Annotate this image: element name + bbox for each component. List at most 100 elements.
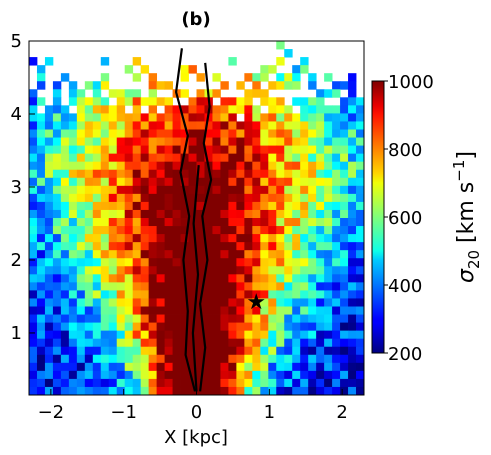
heatmap-cell [132,362,142,372]
heatmap-cell [348,177,357,187]
heatmap-cell [300,314,309,323]
heatmap-cell [76,242,86,251]
heatmap-cell [172,330,181,340]
heatmap-cell [204,306,213,315]
heatmap-cell [29,145,38,155]
heatmap-cell [188,97,197,106]
heatmap-cell [148,346,158,356]
heatmap-cell [284,81,293,90]
heatmap-cell [148,169,158,179]
heatmap-cell [132,306,142,315]
heatmap-cell [260,193,269,203]
heatmap-cell [260,378,269,388]
heatmap-cell [44,346,54,356]
heatmap-cell [284,226,293,235]
heatmap-cell [308,250,317,259]
heatmap-cell [116,161,126,171]
heatmap-cell [76,129,86,138]
heatmap-cell [276,386,285,395]
colorbar-tick-label: 200 [388,344,422,365]
heatmap-cell [356,250,364,259]
heatmap-cell [100,290,110,299]
heatmap-cell [228,177,237,187]
heatmap-cell [212,105,221,114]
heatmap-cell [292,65,301,74]
heatmap-cell [356,177,364,187]
heatmap-cell [340,234,349,243]
heatmap-cell [84,226,94,235]
heatmap-cell [100,338,110,348]
heatmap-cell [292,81,301,90]
heatmap-cell [29,226,38,235]
heatmap-cell [212,129,221,138]
heatmap-cell [324,193,333,203]
heatmap-cell [148,234,158,243]
heatmap-cell [132,89,142,98]
heatmap-cell [116,226,126,235]
heatmap-cell [76,386,86,395]
heatmap-cell [29,314,38,323]
heatmap-cell [188,105,197,114]
heatmap-cell [300,113,309,122]
heatmap-cell [132,250,142,259]
heatmap-cell [196,177,205,187]
heatmap-cell [180,338,189,348]
colorbar-label-symbol: σ [454,268,479,283]
heatmap-cell [228,330,237,340]
heatmap-cell [100,378,110,388]
heatmap-cell [172,274,181,283]
heatmap-cell [308,145,317,155]
heatmap-cell [124,153,134,163]
heatmap-cell [172,169,181,179]
heatmap-cell [29,242,38,251]
heatmap-cell [228,274,237,283]
heatmap-cell [188,298,197,307]
heatmap-cells [29,41,364,395]
heatmap-cell [148,314,158,323]
heatmap-cell [76,234,86,243]
heatmap-cell [36,346,46,356]
heatmap-cell [300,322,309,332]
heatmap-cell [84,113,94,122]
heatmap-cell [228,137,237,146]
heatmap-cell [332,314,341,323]
heatmap-cell [52,201,62,211]
heatmap-cell [268,121,277,130]
heatmap-cell [196,258,205,267]
heatmap-cell [156,282,165,291]
heatmap-cell [292,209,301,219]
contour-line [174,48,197,392]
heatmap-cell [332,201,341,211]
heatmap-cell [36,97,46,106]
heatmap-cell [52,121,62,130]
heatmap-cell [116,97,126,106]
heatmap-cell [188,370,197,380]
heatmap-cell [164,370,173,380]
heatmap-cell [148,386,158,395]
heatmap-cell [196,314,205,323]
heatmap-cell [252,169,261,179]
heatmap-cell [308,298,317,307]
heatmap-cell [252,129,261,138]
heatmap-cell [148,193,158,203]
heatmap-cell [44,129,54,138]
heatmap-cell [140,209,150,219]
heatmap-cell [228,338,237,348]
heatmap-cell [44,113,54,122]
heatmap-cell [204,274,213,283]
heatmap-cell [348,129,357,138]
heatmap-cell [236,137,245,146]
heatmap-cell [244,153,253,163]
heatmap-cell [356,362,364,372]
heatmap-cell [29,274,38,283]
heatmap-cell [68,306,78,315]
heatmap-cell [308,201,317,211]
heatmap-cell [284,330,293,340]
heatmap-cell [332,258,341,267]
heatmap-cell [332,161,341,171]
heatmap-cell [132,153,142,163]
heatmap-cell [316,185,325,195]
heatmap-cell [300,266,309,275]
colorbar-tick-label: 1000 [388,72,434,93]
heatmap-cell [220,258,229,267]
